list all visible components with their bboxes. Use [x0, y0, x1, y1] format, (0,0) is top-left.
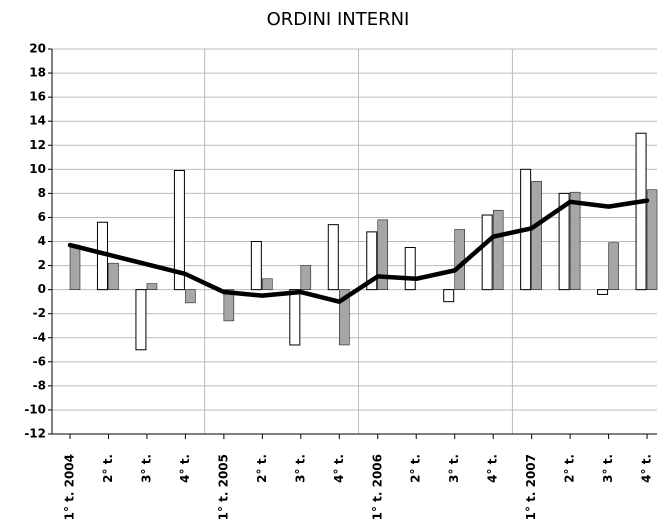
y-tick-label: -4 [33, 330, 46, 344]
x-tick-label: 2° t. [563, 454, 577, 483]
bar [262, 278, 273, 290]
bar [481, 214, 493, 291]
bar [646, 189, 658, 290]
line [67, 198, 650, 304]
y-tick-label: -8 [33, 378, 46, 392]
bar [289, 289, 301, 346]
bar [454, 229, 465, 290]
bar [339, 289, 350, 346]
x-tick-label: 3° t. [293, 454, 307, 483]
x-tick-label: 4° t. [486, 454, 500, 483]
bar [558, 192, 570, 291]
y-tick-label: 8 [38, 186, 46, 200]
bar [185, 289, 196, 304]
x-tick-label: 3° t. [139, 454, 153, 483]
x-tick-label: 4° t. [178, 454, 192, 483]
x-tick-label: 1° t. 2006 [370, 454, 384, 520]
bar [377, 219, 389, 290]
x-tick-label: 1° t. 2005 [216, 454, 230, 520]
bar [173, 170, 185, 291]
bar [146, 283, 158, 290]
bar [635, 132, 647, 291]
bar [597, 289, 609, 295]
x-tick-label: 2° t. [255, 454, 269, 483]
x-tick-label: 4° t. [332, 454, 346, 483]
y-tick-label: 20 [29, 42, 46, 56]
x-tick-label: 3° t. [447, 454, 461, 483]
y-tick-label: -2 [33, 306, 46, 320]
bar [531, 181, 542, 290]
x-tick-label: 3° t. [601, 454, 615, 483]
y-tick-label: 10 [29, 162, 46, 176]
y-tick-label: 14 [29, 114, 46, 128]
bar [608, 242, 619, 290]
bar [69, 244, 81, 290]
bar [250, 241, 262, 291]
bar [404, 247, 416, 291]
y-tick-label: 2 [38, 258, 46, 272]
bar [108, 262, 119, 290]
x-tick-label: 2° t. [101, 454, 115, 483]
y-tick-label: 18 [29, 66, 46, 80]
bar [135, 289, 147, 351]
x-tick-label: 2° t. [409, 454, 423, 483]
y-tick-label: 12 [29, 138, 46, 152]
x-tick-label: 1° t. 2004 [63, 454, 77, 520]
bar [443, 289, 455, 303]
y-tick-label: 6 [38, 210, 46, 224]
bar [300, 265, 312, 290]
y-tick-label: 16 [29, 90, 46, 104]
y-tick-label: -10 [24, 402, 46, 416]
y-tick-label: -6 [33, 354, 46, 368]
bar [366, 231, 378, 291]
bar [223, 289, 235, 322]
y-tick-label: -12 [24, 427, 46, 441]
bar [327, 224, 339, 291]
y-tick-label: 4 [38, 234, 46, 248]
x-tick-label: 1° t. 2007 [524, 454, 538, 520]
chart-title: ORDINI INTERNI [267, 9, 410, 30]
bar [492, 209, 504, 290]
y-tick-label: 0 [38, 282, 46, 296]
bar [569, 191, 581, 290]
x-tick-label: 4° t. [640, 454, 654, 483]
